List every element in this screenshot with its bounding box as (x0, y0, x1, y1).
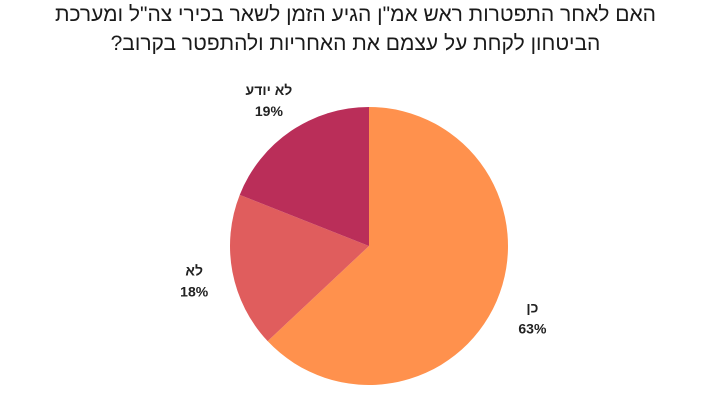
pie-slice-1 (267, 107, 508, 385)
slice-value-3: 19% (255, 103, 284, 119)
slice-label-3: לא יודע (246, 82, 293, 98)
slice-value-2: 18% (180, 283, 209, 299)
pie-slice-2 (229, 194, 369, 342)
slice-value-1: 63% (518, 321, 547, 337)
chart-title: האם לאחר התפטרות ראש אמ"ן הגיע הזמן לשאר… (0, 0, 711, 58)
slice-label-2: לא (185, 262, 203, 278)
slice-label-1: כן (526, 300, 538, 316)
chart-title-line-2: הביטחון לקחת על עצמם את האחריות ולהתפטר … (110, 32, 601, 55)
chart-title-line-1: האם לאחר התפטרות ראש אמ"ן הגיע הזמן לשאר… (55, 3, 656, 26)
pie-slice-3 (239, 107, 369, 246)
